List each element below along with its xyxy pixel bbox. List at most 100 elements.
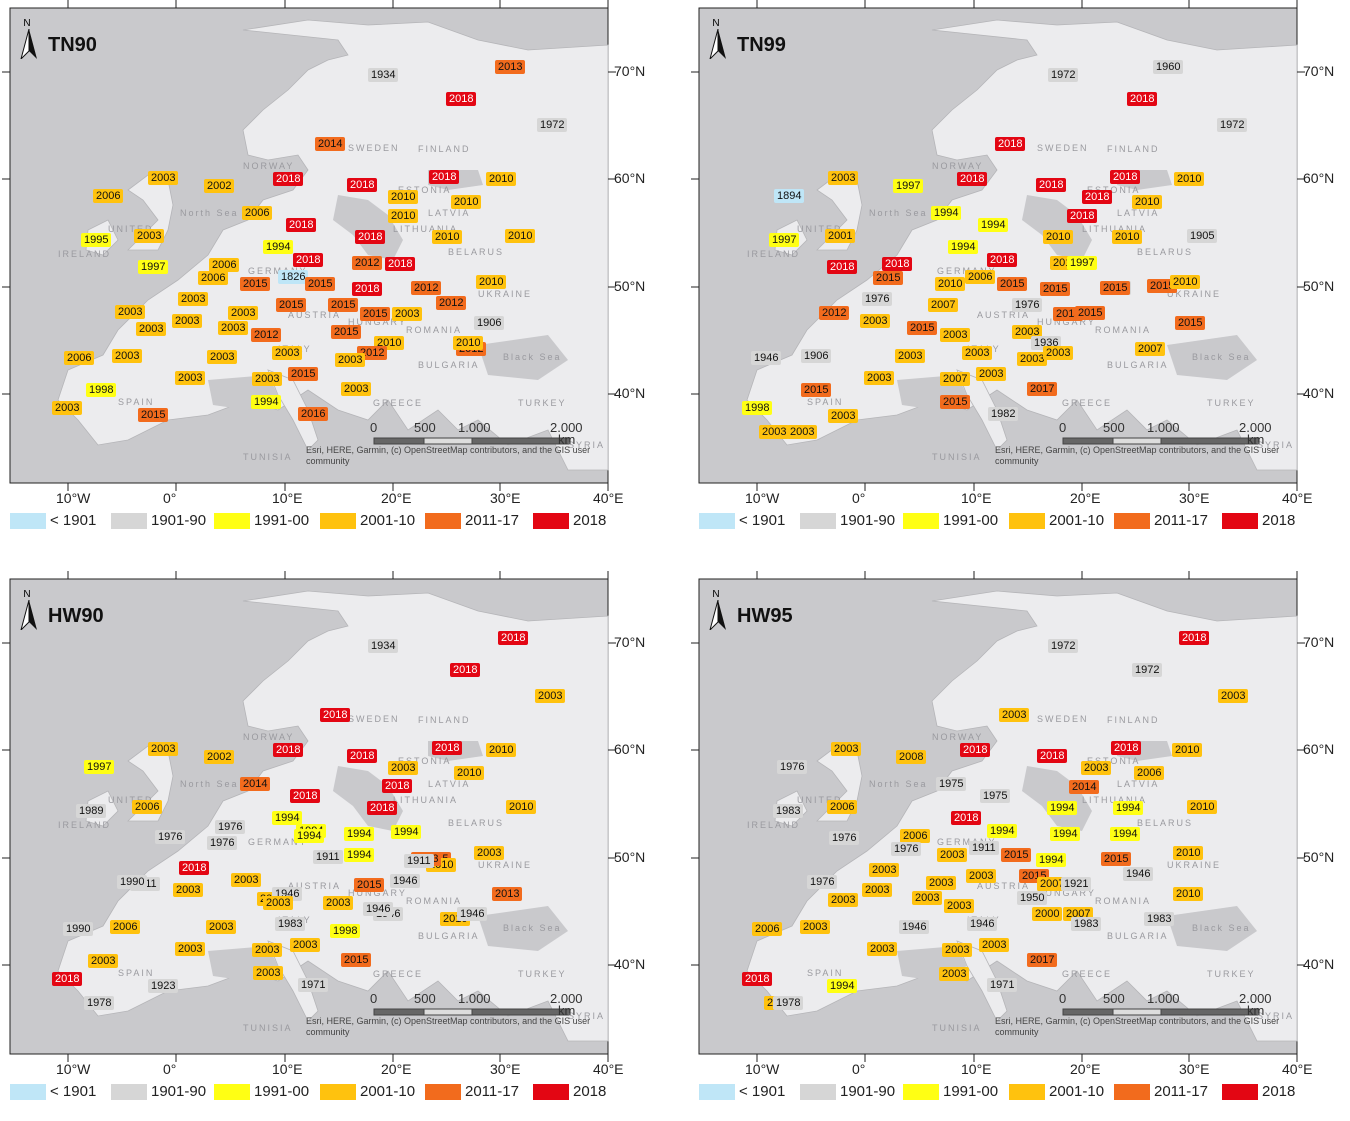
map-place-label: SYRIA (1257, 1011, 1295, 1021)
longitude-label: 10°W (745, 490, 780, 506)
record-year-label: 1976 (207, 836, 238, 850)
scale-tick-label: 0 (370, 991, 378, 1006)
record-year-label: 2003 (862, 883, 893, 897)
record-year-label: 1934 (368, 639, 399, 653)
legend-item: 1991-00 (214, 1083, 309, 1100)
record-year-label: 2018 (1110, 170, 1141, 184)
record-year-label: 2003 (206, 920, 237, 934)
map-canvas (2, 571, 616, 1062)
record-year-label: 2006 (242, 206, 273, 220)
scale-tick-label: 2.000 (550, 991, 583, 1006)
legend-item: 1901-90 (111, 512, 206, 529)
record-year-label: 1923 (148, 979, 179, 993)
map-place-label: ROMANIA (1095, 896, 1152, 906)
record-year-label: 2015 (1001, 848, 1032, 862)
latitude-label: 50°N (1303, 278, 1335, 294)
legend-label: 1901-90 (840, 512, 896, 529)
record-year-label: 2003 (218, 321, 249, 335)
map-place-label: North Sea (869, 779, 928, 789)
legend-label: < 1901 (739, 512, 786, 529)
legend-swatch (1222, 512, 1258, 529)
record-year-label: 1946 (751, 351, 782, 365)
map-place-label: NORWAY (243, 732, 295, 742)
map-place-label: SWEDEN (348, 714, 400, 724)
record-year-label: 2015 (1075, 306, 1106, 320)
record-year-label: 1994 (1113, 801, 1144, 815)
legend-item: 1901-90 (800, 512, 895, 529)
record-year-label: 2010 (506, 800, 537, 814)
longitude-label: 30°E (490, 490, 521, 506)
record-year-label: 2012 (411, 281, 442, 295)
record-year-label: 2006 (752, 922, 783, 936)
record-year-label: 2008 (896, 750, 927, 764)
record-year-label: 2015 (1040, 282, 1071, 296)
record-year-label: 1946 (967, 917, 998, 931)
legend-label: 2001-10 (1049, 1083, 1105, 1100)
record-year-label: 2003 (52, 401, 83, 415)
record-year-label: 2015 (276, 298, 307, 312)
record-year-label: 1975 (980, 789, 1011, 803)
legend-label: < 1901 (739, 1083, 786, 1100)
record-year-label: 2015 (360, 307, 391, 321)
record-year-label: 2018 (382, 779, 413, 793)
map-place-label: NORWAY (932, 161, 984, 171)
record-year-label: 2003 (966, 869, 997, 883)
record-year-label: 2015 (1100, 281, 1131, 295)
longitude-label: 40°E (1282, 1061, 1313, 1077)
record-year-label: 2006 (93, 189, 124, 203)
record-year-label: 2010 (476, 275, 507, 289)
longitude-label: 20°E (1070, 490, 1101, 506)
record-year-label: 1976 (215, 820, 246, 834)
map-place-label: Black Sea (1192, 352, 1251, 362)
record-year-label: 2003 (976, 367, 1007, 381)
legend-label: 2018 (1262, 512, 1296, 529)
record-year-label: 2010 (388, 190, 419, 204)
legend-label: 2011-17 (1154, 512, 1208, 529)
record-year-label: 1934 (368, 68, 399, 82)
latitude-label: 40°N (614, 385, 646, 401)
record-year-label: 1994 (978, 218, 1009, 232)
map-place-label: SYRIA (568, 1011, 606, 1021)
record-year-label: 2010 (388, 209, 419, 223)
map-place-label: SWEDEN (1037, 714, 1089, 724)
scale-tick-label: 2.000 (1239, 420, 1272, 435)
map-place-label: BULGARIA (1107, 931, 1169, 941)
record-year-label: 2014 (240, 777, 271, 791)
record-year-label: 1906 (474, 316, 505, 330)
record-year-label: 2018 (498, 631, 529, 645)
record-year-label: 2003 (939, 967, 970, 981)
record-year-label: 1990 (63, 922, 94, 936)
legend-label: < 1901 (50, 1083, 97, 1100)
record-year-label: 1994 (294, 829, 325, 843)
legend-swatch (1009, 512, 1045, 529)
record-year-label: 2018 (347, 178, 378, 192)
map-place-label: BULGARIA (1107, 360, 1169, 370)
map-canvas (691, 571, 1305, 1062)
record-year-label: 2018 (1179, 631, 1210, 645)
map-place-label: GREECE (373, 969, 424, 979)
record-year-label: 2015 (240, 277, 271, 291)
longitude-label: 10°E (961, 490, 992, 506)
legend-item: < 1901 (10, 512, 96, 529)
record-year-label: 1976 (829, 831, 860, 845)
record-year-label: 2003 (323, 896, 354, 910)
record-year-label: 2018 (1127, 92, 1158, 106)
longitude-label: 0° (852, 1061, 866, 1077)
map-place-label: Black Sea (503, 352, 562, 362)
record-year-label: 2018 (450, 663, 481, 677)
record-year-label: 1994 (251, 395, 282, 409)
map-place-label: LITHUANIA (393, 795, 459, 805)
record-year-label: 2003 (88, 954, 119, 968)
north-arrow-icon: N (20, 589, 46, 635)
map-place-label: AUSTRIA (288, 310, 342, 320)
record-year-label: 2015 (288, 367, 319, 381)
record-year-label: 1911 (404, 854, 434, 868)
legend-label: 1901-90 (151, 1083, 207, 1100)
record-year-label: 2003 (272, 346, 303, 360)
scale-bar: 0 500 1.000 2.000 km (1059, 420, 1272, 450)
record-year-label: 2003 (1012, 325, 1043, 339)
scale-bar: 0 500 1.000 2.000 km (370, 420, 583, 450)
legend-item: 2011-17 (425, 1083, 519, 1100)
record-year-label: 2018 (432, 741, 463, 755)
record-year-label: 1911 (313, 850, 343, 864)
